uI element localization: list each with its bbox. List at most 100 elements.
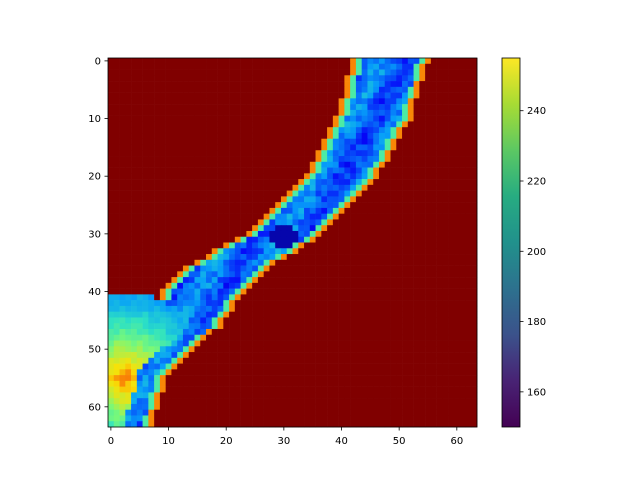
heatmap-cell: [327, 311, 334, 318]
heatmap-cell: [182, 259, 190, 266]
heatmap-cell: [459, 421, 466, 428]
heatmap-cell: [257, 259, 264, 266]
heatmap-cell: [471, 190, 478, 197]
heatmap-cell: [240, 323, 247, 330]
heatmap-cell: [407, 213, 414, 220]
heatmap-cell: [177, 219, 184, 226]
heatmap-cell: [298, 58, 305, 65]
heatmap-cell: [206, 265, 213, 272]
heatmap-cell: [257, 127, 264, 134]
heatmap-cell: [465, 311, 472, 318]
heatmap-cell: [113, 409, 120, 416]
heatmap-cell: [361, 86, 368, 93]
heatmap-cell: [436, 144, 443, 151]
heatmap-cell: [332, 207, 339, 214]
heatmap-cell: [234, 271, 241, 278]
heatmap-cell: [448, 127, 455, 134]
heatmap-cell: [396, 265, 403, 272]
heatmap-cell: [217, 352, 224, 359]
heatmap-cell: [286, 369, 293, 376]
heatmap-cell: [165, 311, 172, 318]
heatmap-cell: [384, 58, 391, 65]
heatmap-cell: [442, 184, 449, 191]
heatmap-cell: [257, 311, 264, 318]
heatmap-cell: [154, 58, 161, 65]
heatmap-cell: [113, 219, 120, 226]
heatmap-cell: [136, 363, 143, 370]
heatmap-cell: [338, 282, 345, 289]
heatmap-cell: [269, 184, 276, 191]
heatmap-cell: [252, 196, 259, 203]
heatmap-cell: [188, 415, 195, 422]
heatmap-cell: [350, 265, 357, 272]
heatmap-cell: [263, 282, 270, 289]
heatmap-cell: [459, 403, 466, 411]
heatmap-cell: [159, 69, 166, 76]
heatmap-cell: [465, 58, 472, 65]
heatmap-cell: [142, 392, 149, 399]
heatmap-cell: [384, 403, 391, 411]
heatmap-cell: [269, 190, 276, 197]
heatmap-cell: [217, 173, 224, 180]
heatmap-cell: [240, 340, 247, 347]
heatmap-cell: [321, 58, 328, 65]
heatmap-cell: [361, 248, 368, 255]
heatmap-cell: [257, 375, 264, 382]
heatmap-cell: [402, 398, 409, 405]
heatmap-cell: [154, 161, 161, 168]
heatmap-cell: [407, 115, 414, 122]
heatmap-cell: [453, 98, 461, 105]
heatmap-cell: [275, 323, 282, 330]
heatmap-cell: [113, 265, 120, 272]
heatmap-cell: [373, 219, 380, 226]
heatmap-cell: [234, 242, 241, 249]
heatmap-cell: [206, 81, 213, 88]
heatmap-cell: [430, 86, 437, 93]
heatmap-cell: [321, 357, 328, 364]
x-tick-label: 10: [162, 436, 175, 447]
heatmap-cell: [367, 254, 374, 261]
heatmap-cell: [148, 167, 155, 174]
heatmap-cell: [407, 357, 414, 364]
heatmap-cell: [229, 265, 236, 272]
heatmap-cell: [304, 225, 311, 232]
heatmap-cell: [113, 415, 120, 422]
heatmap-cell: [471, 346, 478, 353]
heatmap-cell: [298, 282, 305, 289]
heatmap-cell: [448, 271, 455, 278]
heatmap-cell: [269, 179, 276, 186]
x-tick-label: 30: [277, 436, 290, 447]
heatmap-cell: [373, 207, 380, 214]
heatmap-cell: [344, 380, 351, 387]
heatmap-cell: [113, 144, 120, 151]
heatmap-cell: [321, 305, 328, 312]
heatmap-cell: [407, 127, 414, 134]
heatmap-cell: [402, 294, 409, 301]
heatmap-cell: [344, 311, 351, 318]
heatmap-cell: [125, 323, 132, 330]
heatmap-cell: [327, 305, 334, 312]
heatmap-cell: [280, 380, 288, 387]
heatmap-cell: [165, 328, 172, 336]
heatmap-cell: [148, 109, 155, 116]
heatmap-cell: [252, 173, 259, 180]
heatmap-cell: [113, 225, 120, 232]
heatmap-cell: [257, 317, 264, 324]
heatmap-cell: [246, 334, 253, 341]
heatmap-cell: [269, 380, 276, 387]
heatmap-cell: [436, 202, 443, 209]
heatmap-cell: [344, 230, 351, 238]
heatmap-cell: [309, 98, 316, 105]
heatmap-cell: [188, 173, 195, 180]
heatmap-cell: [200, 127, 207, 134]
heatmap-cell: [280, 115, 288, 122]
heatmap-cell: [206, 380, 213, 387]
heatmap-cell: [257, 386, 264, 393]
heatmap-cell: [223, 340, 230, 347]
heatmap-cell: [131, 352, 138, 359]
heatmap-cell: [206, 121, 213, 128]
heatmap-cell: [275, 144, 282, 151]
heatmap-cell: [246, 403, 253, 411]
heatmap-cell: [425, 190, 432, 197]
heatmap-cell: [257, 225, 264, 232]
